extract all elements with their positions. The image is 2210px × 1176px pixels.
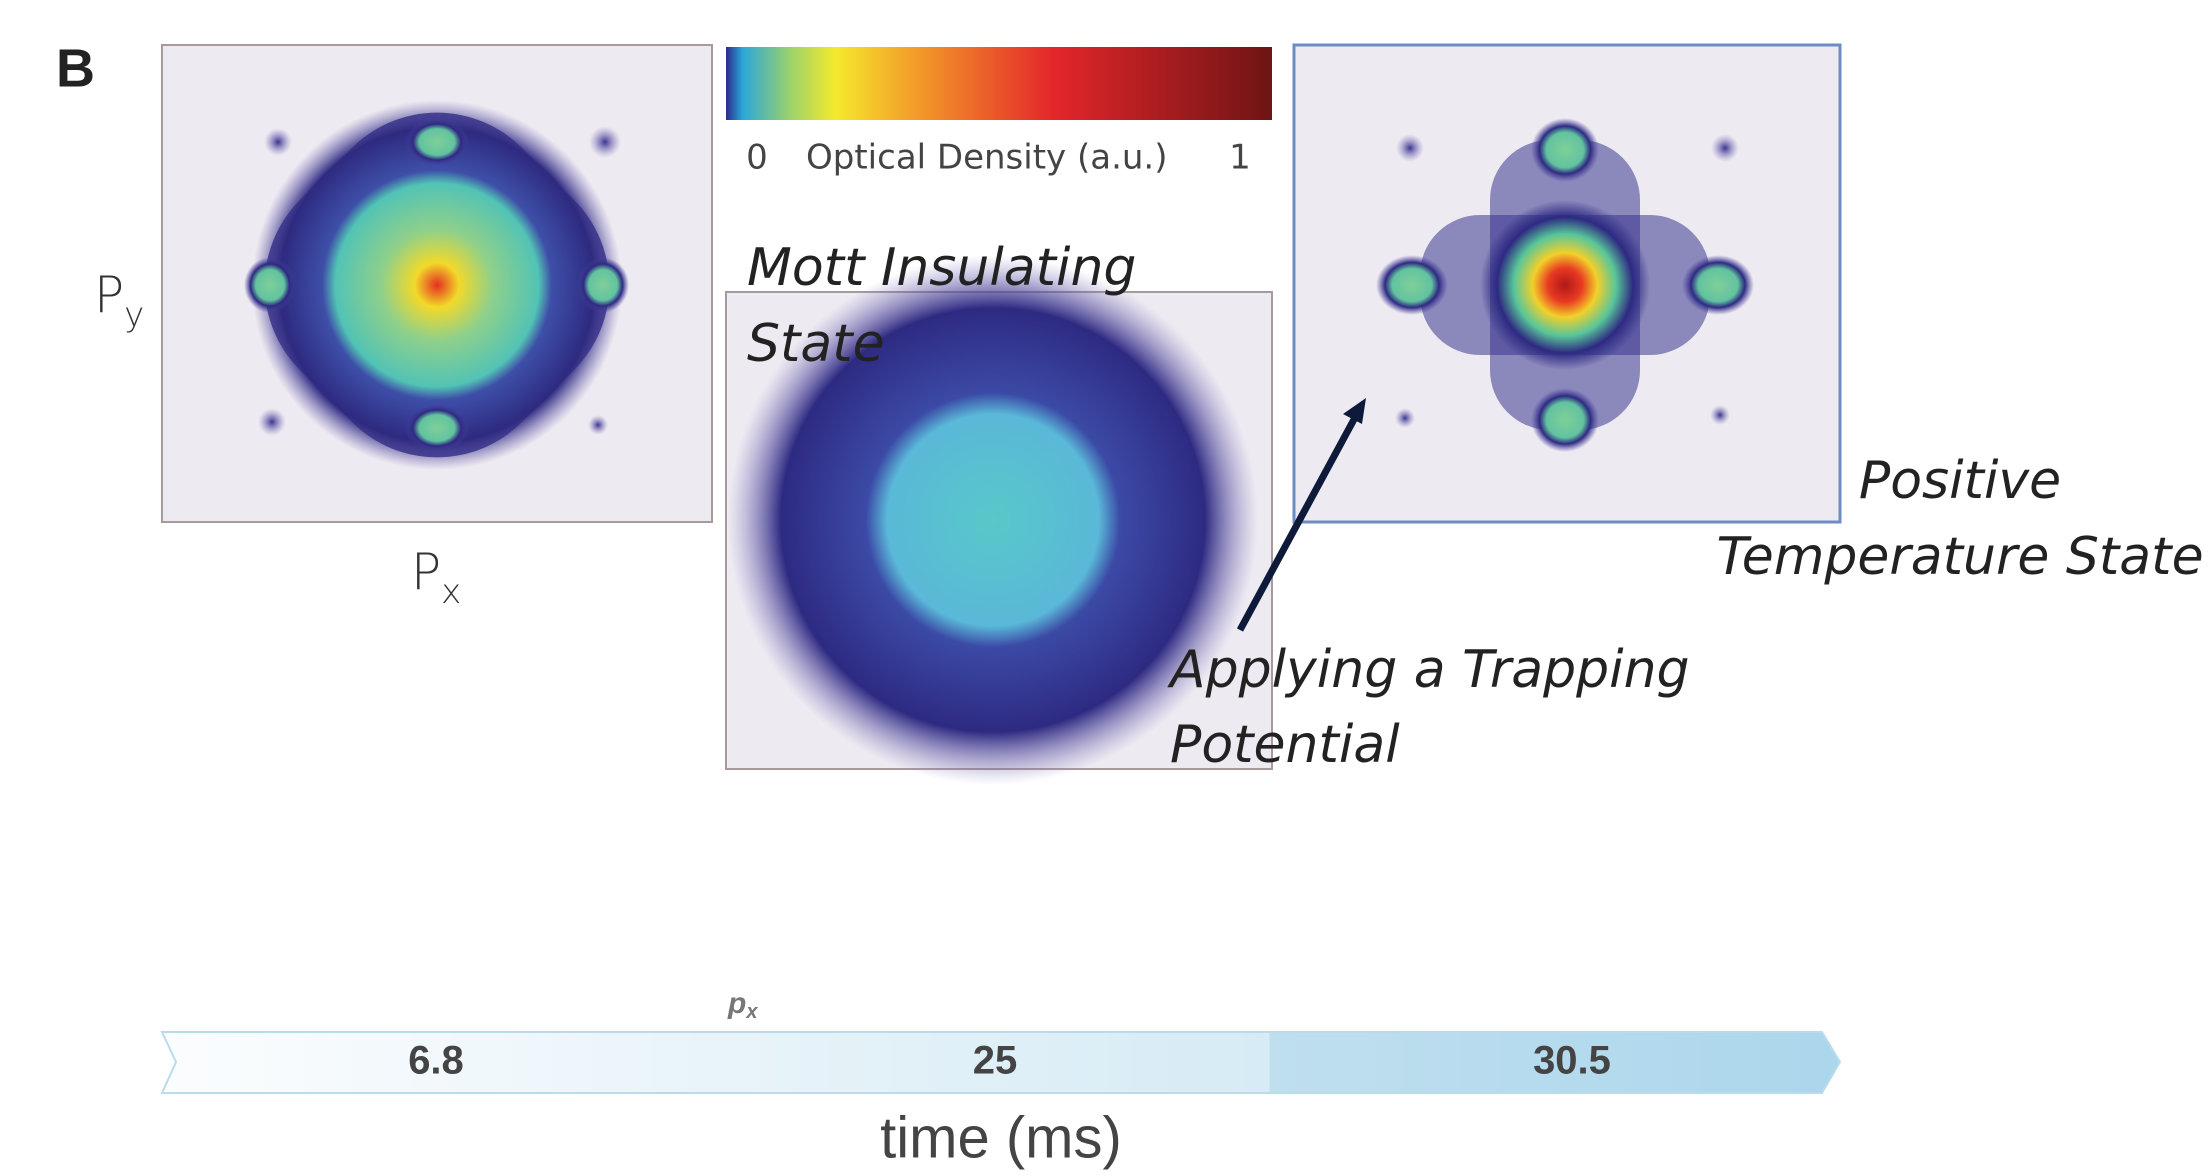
timeline-axis-label: time (ms) xyxy=(880,1105,1122,1170)
colorbar xyxy=(726,47,1272,120)
axis-label-py: Py xyxy=(94,266,144,335)
panel-label: B xyxy=(56,38,95,98)
colorbar-label: Optical Density (a.u.) xyxy=(806,138,1168,178)
time-label: 30.5 xyxy=(1533,1039,1611,1083)
time-label: 25 xyxy=(973,1039,1018,1083)
colorbar-min: 0 xyxy=(746,138,768,178)
figure: B 0 Optical Density (a.u.) 1 Py Px px xyxy=(0,0,2210,1176)
image-panel xyxy=(1294,45,1840,522)
axis-label-px-small: px xyxy=(727,987,758,1023)
annotation: Temperature State xyxy=(1716,527,2203,587)
time-label: 6.8 xyxy=(408,1039,464,1083)
image-panel xyxy=(162,45,712,522)
axis-label-px: Px xyxy=(411,543,461,612)
colorbar-max: 1 xyxy=(1229,138,1251,178)
annotation: State xyxy=(747,314,885,374)
annotation: Applying a Trapping xyxy=(1167,640,1690,700)
annotation: Positive xyxy=(1859,451,2061,511)
annotation: Mott Insulating xyxy=(747,238,1136,298)
annotation: Potential xyxy=(1170,715,1400,775)
